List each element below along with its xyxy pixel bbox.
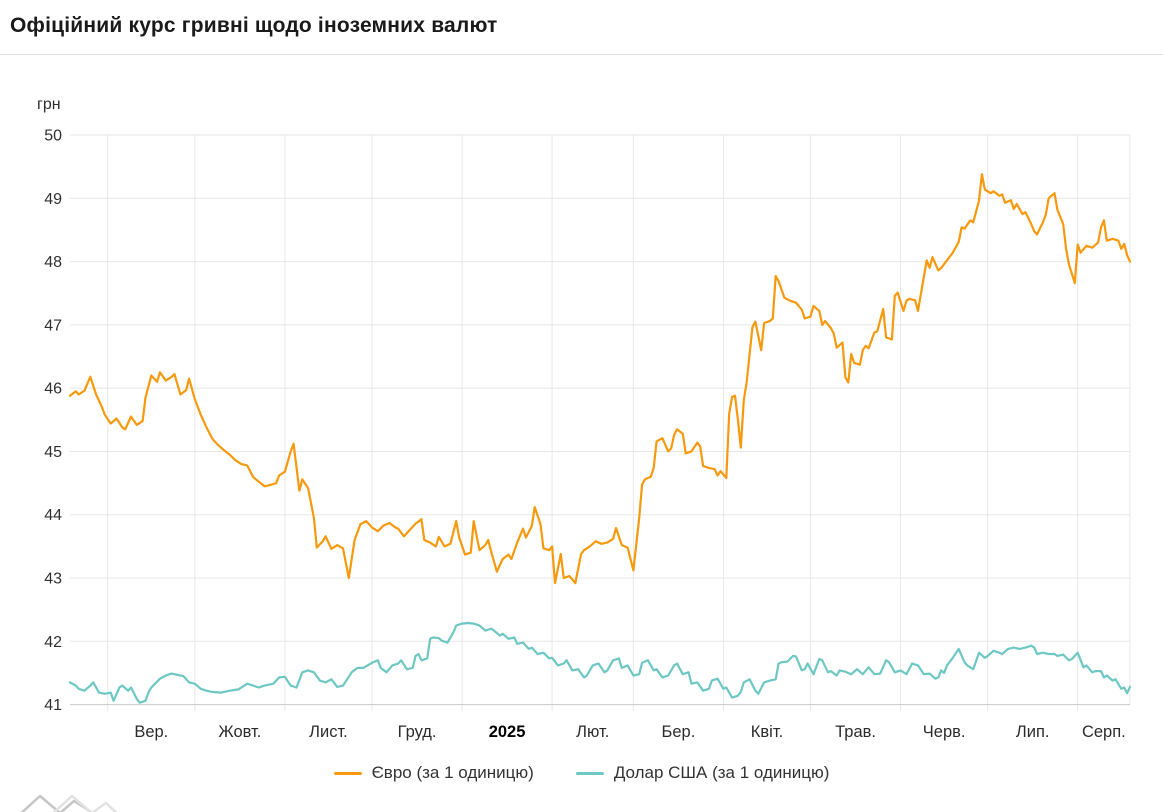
y-axis-tick-label: 44 [44, 507, 62, 524]
y-axis-tick-label: 42 [44, 634, 62, 651]
legend-label-usd: Долар США (за 1 одиницю) [613, 763, 830, 782]
x-axis-month-label: Трав. [835, 723, 876, 741]
y-axis-tick-label: 45 [44, 444, 62, 461]
y-axis-tick-label: 47 [44, 317, 62, 334]
x-axis-month-label: Серп. [1082, 723, 1126, 741]
x-axis-month-label: Вер. [134, 723, 168, 741]
x-axis-month-label: Квіт. [751, 723, 783, 741]
y-axis-tick-label: 43 [44, 571, 62, 588]
x-axis-month-label: 2025 [489, 723, 526, 741]
legend-item-euro[interactable]: Євро (за 1 одиницю) [333, 763, 534, 783]
y-axis-tick-label: 50 [44, 128, 62, 145]
usd-series-line [68, 621, 1132, 704]
y-axis-tick-label: 46 [44, 381, 62, 398]
x-axis-month-label: Жовт. [218, 723, 261, 741]
page-title: Офіційний курс гривні щодо іноземних вал… [10, 14, 498, 37]
y-axis-tick-label: 49 [44, 191, 62, 208]
y-axis-tick-label: 48 [44, 254, 62, 271]
legend-label-euro: Євро (за 1 одиницю) [371, 763, 534, 782]
x-axis-month-label: Лист. [309, 723, 348, 741]
euro-line-swatch-icon [333, 771, 362, 775]
euro-series-line [68, 173, 1132, 585]
chart-legend: Євро (за 1 одиницю) Долар США (за 1 один… [0, 763, 1163, 783]
y-axis-tick-label: 41 [44, 697, 62, 714]
usd-line-swatch-icon [575, 771, 604, 775]
legend-item-usd[interactable]: Долар США (за 1 одиницю) [575, 763, 830, 783]
page-header: Офіційний курс гривні щодо іноземних вал… [0, 0, 1163, 55]
exchange-rate-line-chart: 50 49 48 47 46 45 44 43 42 41 Вер. Жовт. Лист. Груд. 2… [44, 128, 1132, 741]
x-axis-month-label: Лип. [1016, 723, 1050, 741]
watermark-mountains-icon [20, 794, 118, 812]
x-axis-month-label: Черв. [923, 723, 966, 741]
x-axis-month-label: Бер. [662, 723, 696, 741]
x-axis-month-label: Лют. [576, 723, 609, 741]
x-axis-month-label: Груд. [398, 723, 437, 741]
y-axis-unit-label: грн [37, 96, 61, 113]
